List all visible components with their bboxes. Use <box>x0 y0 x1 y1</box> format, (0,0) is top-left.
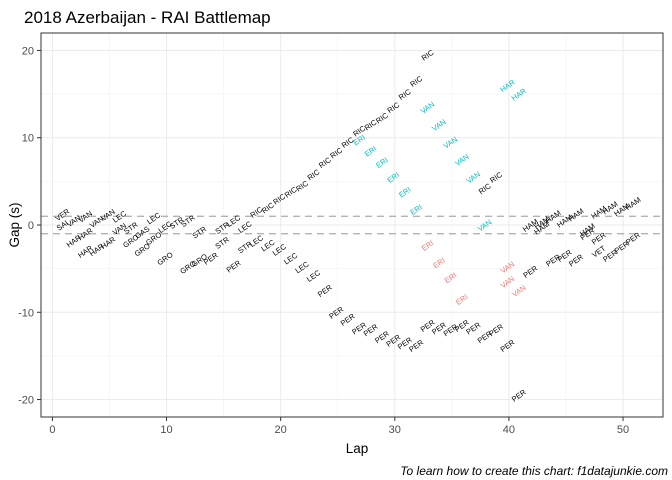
x-tick-label: 20 <box>275 424 287 436</box>
chart-caption: To learn how to create this chart: f1dat… <box>400 464 668 478</box>
x-tick-label: 0 <box>49 424 55 436</box>
y-tick-label: 10 <box>22 133 34 145</box>
y-tick-label: 0 <box>28 220 34 232</box>
y-axis: -20 -10 0 10 20 <box>18 45 41 407</box>
y-tick-label: -20 <box>18 395 34 407</box>
y-tick-label: -10 <box>18 307 34 319</box>
x-tick-label: 10 <box>160 424 172 436</box>
x-tick-label: 30 <box>389 424 401 436</box>
reference-lines <box>41 215 663 235</box>
x-tick-label: 40 <box>503 424 515 436</box>
y-axis-title: Gap (s) <box>7 202 22 247</box>
x-tick-label: 50 <box>617 424 629 436</box>
x-axis-title: Lap <box>346 441 369 456</box>
y-tick-label: 20 <box>22 45 34 57</box>
chart-title: 2018 Azerbaijan - RAI Battlemap <box>24 8 271 27</box>
grid-layer <box>41 33 663 417</box>
x-axis: 0 10 20 30 40 50 <box>49 417 629 436</box>
